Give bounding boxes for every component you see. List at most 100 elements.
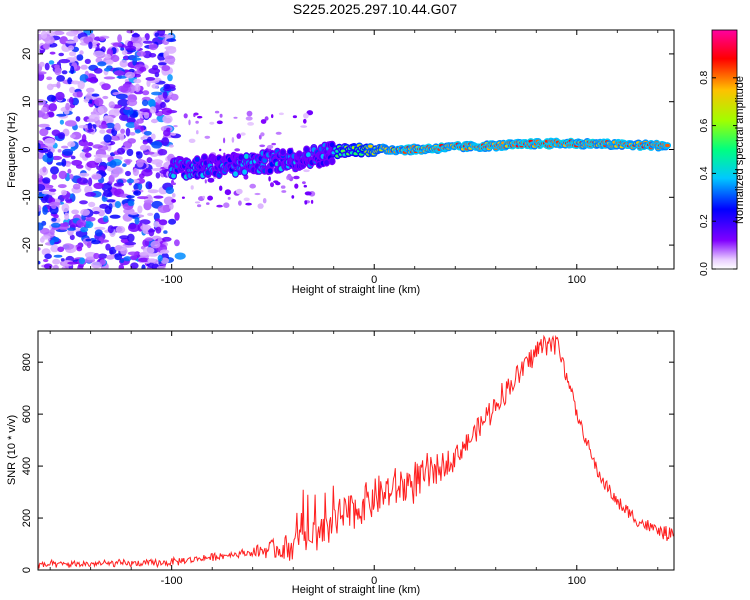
- heatmap-noise-cell: [56, 81, 61, 89]
- snr-plot-area: [38, 334, 674, 569]
- heatmap-noise-cell: [164, 55, 176, 64]
- heatmap-noise-cell: [260, 132, 265, 137]
- heatmap-noise-cell: [300, 125, 308, 128]
- heatmap-noise-cell: [38, 72, 45, 81]
- heatmap-noise-cell: [275, 181, 281, 186]
- heatmap-noise-cell: [126, 117, 136, 124]
- heatmap-noise-cell: [142, 90, 150, 96]
- heatmap-noise-cell: [268, 176, 271, 182]
- heatmap-noise-cell: [62, 148, 74, 156]
- heatmap-noise-cell: [157, 254, 163, 262]
- heatmap-noise-cell: [216, 204, 223, 208]
- heatmap-noise-cell: [287, 173, 292, 180]
- heatmap-noise-cell: [92, 144, 103, 149]
- y-tick-label: 800: [21, 353, 33, 371]
- heatmap-noise-cell: [38, 260, 41, 265]
- heatmap-noise-cell: [38, 71, 47, 75]
- heatmap-noise-cell: [67, 77, 73, 85]
- heatmap-noise-cell: [76, 91, 83, 98]
- heatmap-noise-cell: [104, 53, 111, 59]
- heatmap-noise-cell: [48, 103, 58, 112]
- heatmap-noise-cell: [147, 212, 154, 216]
- y-tick-label: 0: [21, 146, 33, 152]
- heatmap-noise-cell: [54, 64, 60, 70]
- heatmap-noise-cell: [50, 166, 59, 175]
- heatmap-noise-cell: [48, 60, 55, 65]
- heatmap-noise-cell: [84, 216, 96, 222]
- heatmap-noise-cell: [93, 252, 100, 260]
- heatmap-noise-cell: [67, 168, 72, 174]
- heatmap-noise-cell: [38, 222, 44, 231]
- heatmap-noise-cell: [106, 144, 112, 152]
- heatmap-noise-cell: [291, 195, 295, 199]
- heatmap-noise-cell: [150, 240, 161, 249]
- heatmap-noise-cell: [69, 173, 74, 180]
- heatmap-noise-cell: [72, 183, 81, 190]
- heatmap-noise-cell: [51, 173, 58, 180]
- heatmap-noise-cell: [65, 102, 70, 111]
- heatmap-noise-cell: [195, 120, 199, 124]
- colorbar-tick-label: 0.6: [699, 118, 710, 132]
- heatmap-noise-cell: [102, 215, 109, 223]
- heatmap-noise-cell: [46, 83, 54, 91]
- heatmap-noise-cell: [85, 256, 96, 261]
- heatmap-noise-cell: [43, 263, 53, 269]
- heatmap-noise-cell: [69, 234, 75, 241]
- heatmap-noise-cell: [306, 110, 314, 116]
- heatmap-noise-cell: [139, 108, 151, 113]
- heatmap-noise-cell: [161, 107, 173, 116]
- heatmap-noise-cell: [125, 122, 137, 128]
- heatmap-noise-cell: [48, 191, 56, 196]
- heatmap-noise-cell: [114, 122, 121, 132]
- heatmap-noise-cell: [206, 202, 210, 205]
- heatmap-noise-cell: [41, 106, 48, 113]
- x-tick-label: 100: [568, 274, 586, 286]
- heatmap-noise-cell: [107, 225, 114, 234]
- heatmap-noise-cell: [67, 45, 75, 51]
- heatmap-noise-cell: [120, 47, 125, 51]
- heatmap-noise-cell: [139, 66, 147, 72]
- heatmap-noise-cell: [110, 168, 120, 178]
- heatmap-noise-cell: [44, 62, 50, 71]
- heatmap-noise-cell: [183, 113, 188, 119]
- heatmap-ridge-cell: [306, 152, 311, 158]
- heatmap-noise-cell: [130, 262, 139, 269]
- heatmap-noise-cell: [137, 196, 149, 200]
- heatmap-noise-cell: [278, 112, 284, 116]
- heatmap-noise-cell: [151, 159, 164, 165]
- heatmap-noise-cell: [60, 258, 65, 262]
- heatmap-noise-cell: [105, 243, 111, 251]
- heatmap-noise-cell: [112, 42, 123, 47]
- x-tick-label: 0: [371, 575, 377, 587]
- heatmap-noise-cell: [38, 151, 44, 160]
- y-tick-label: 0: [21, 567, 33, 573]
- heatmap-noise-cell: [84, 192, 97, 197]
- heatmap-noise-cell: [174, 212, 180, 221]
- heatmap-noise-cell: [51, 129, 61, 137]
- heatmap-noise-cell: [119, 59, 128, 68]
- heatmap-noise-cell: [151, 83, 159, 89]
- y-tick-label: 10: [21, 96, 33, 108]
- heatmap-noise-cell: [139, 219, 151, 225]
- heatmap-noise-cell: [160, 101, 166, 109]
- heatmap-ridge-cell: [287, 149, 293, 155]
- heatmap-noise-cell: [193, 112, 199, 116]
- heatmap-noise-cell: [174, 252, 186, 260]
- heatmap-noise-cell: [99, 203, 109, 209]
- heatmap-noise-cell: [118, 264, 124, 269]
- heatmap-noise-cell: [39, 128, 49, 137]
- heatmap-noise-cell: [49, 228, 55, 235]
- heatmap-noise-cell: [85, 238, 92, 242]
- heatmap-noise-cell: [170, 133, 176, 136]
- heatmap-noise-cell: [52, 258, 61, 265]
- heatmap-noise-cell: [50, 244, 60, 253]
- heatmap-noise-cell: [75, 116, 81, 122]
- colorbar-ticks: 0.0 0.2 0.4 0.6 0.8: [699, 70, 737, 276]
- heatmap-noise-cell: [38, 247, 41, 251]
- heatmap-noise-cell: [266, 144, 274, 149]
- heatmap-noise-cell: [67, 261, 79, 265]
- heatmap-noise-cell: [64, 198, 73, 202]
- heatmap-noise-cell: [231, 137, 235, 143]
- heatmap-noise-cell: [93, 67, 103, 74]
- heatmap-noise-cell: [83, 98, 90, 103]
